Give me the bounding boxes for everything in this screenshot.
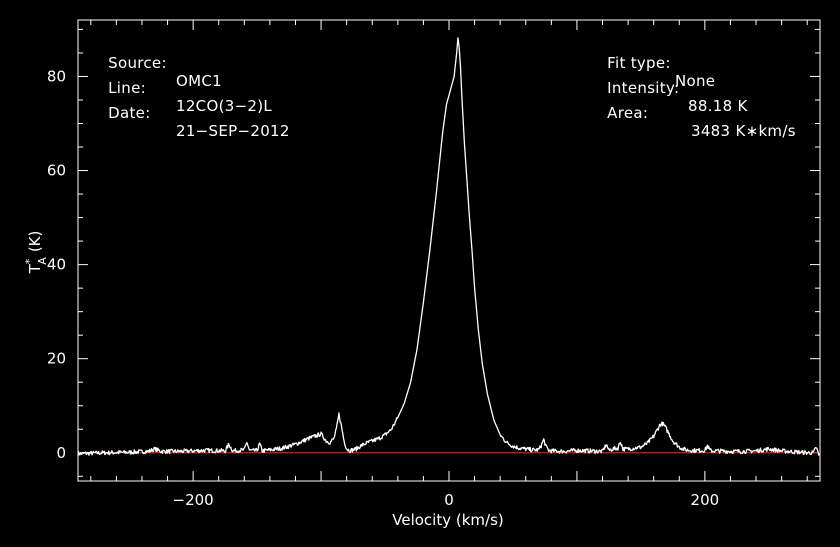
y-tick-label: 20 [47, 350, 66, 368]
y-axis-label-sub: A [36, 257, 49, 265]
y-tick-label: 80 [47, 67, 66, 85]
x-tick-label: −200 [173, 491, 214, 509]
y-axis-label-unit: (K) [26, 231, 44, 253]
area-value: 3483 K∗km/s [691, 122, 796, 140]
axis-ticks [78, 20, 820, 481]
line-key: Line: [108, 79, 146, 97]
area-row: Area: 3483 K∗km/s [597, 86, 795, 140]
source-row: Source: OMC1 [98, 36, 222, 90]
x-axis-label: Velocity (km/s) [392, 511, 503, 529]
source-value: OMC1 [176, 72, 222, 90]
intensity-row: Intensity: 88.18 K [597, 61, 747, 115]
y-axis-label-main: T [26, 263, 44, 274]
y-tick-label: 40 [47, 256, 66, 274]
axis-tick-labels: −200 0 200 0 20 40 60 80 [47, 67, 719, 509]
fit-type-row: Fit type: None [597, 36, 715, 90]
intensity-key: Intensity: [607, 79, 680, 97]
spectrum-line [77, 37, 821, 456]
line-row: Line: 12CO(3−2)L [98, 61, 272, 115]
svg-text:T*A(K): T*A (K) [23, 231, 49, 275]
x-tick-label: 0 [444, 491, 454, 509]
fit-type-value: None [675, 72, 716, 90]
x-tick-label: 200 [691, 491, 720, 509]
fit-type-key: Fit type: [607, 54, 671, 72]
date-value: 21−SEP−2012 [176, 122, 290, 140]
y-axis-label: T*A (K) [23, 231, 49, 275]
y-axis-label-sup: * [23, 258, 36, 264]
date-row: Date: 21−SEP−2012 [98, 86, 289, 140]
y-tick-label: 0 [56, 444, 66, 462]
date-key: Date: [108, 104, 151, 122]
y-tick-label: 60 [47, 162, 66, 180]
line-value: 12CO(3−2)L [176, 97, 273, 115]
source-key: Source: [108, 54, 167, 72]
area-key: Area: [607, 104, 649, 122]
intensity-value: 88.18 K [688, 97, 748, 115]
